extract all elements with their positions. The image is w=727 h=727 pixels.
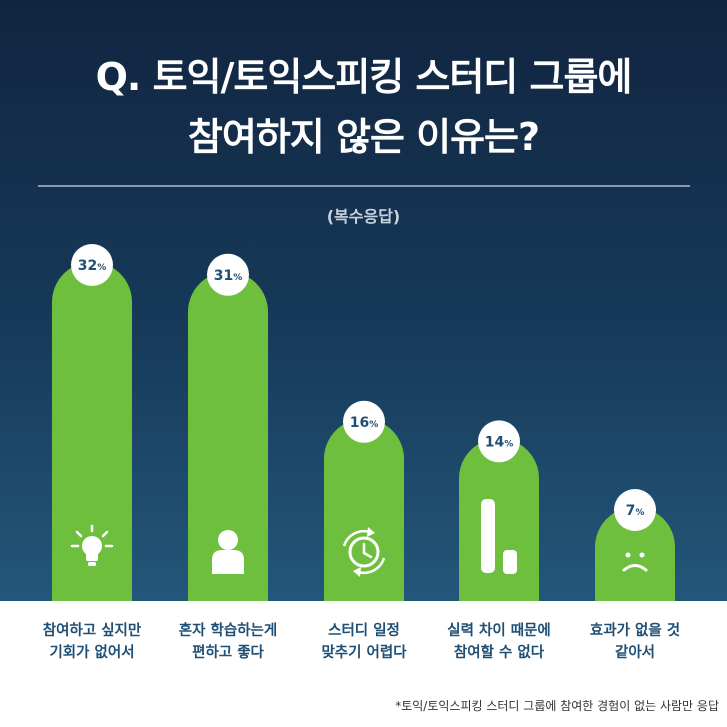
value-bubble <box>614 489 656 531</box>
bar-gap-icon <box>481 499 517 574</box>
category-label-line: 편하고 좋다 <box>192 645 264 661</box>
category-label-line: 참여하고 싶지만 <box>42 623 142 639</box>
value-label: 7% <box>626 503 645 519</box>
value-label: 31% <box>214 268 243 284</box>
category-label-line: 스터디 일정 <box>328 623 400 639</box>
bar <box>188 271 268 601</box>
title-divider <box>38 185 690 187</box>
chart-subtitle: (복수응답) <box>326 207 401 226</box>
category-label-line: 맞추기 어렵다 <box>321 645 407 661</box>
bar <box>324 418 404 601</box>
value-bubble <box>478 420 520 463</box>
chart-title-line1: Q. 토익/토익스피킹 스터디 그룹에 <box>95 55 633 99</box>
category-label-line: 실력 차이 때문에 <box>447 623 551 639</box>
bar <box>459 438 539 601</box>
value-bubble <box>343 400 385 443</box>
bar <box>52 262 132 601</box>
category-label-line: 효과가 없을 것 <box>589 623 681 639</box>
category-label-line: 기회가 없어서 <box>49 645 135 661</box>
category-label-line: 혼자 학습하는게 <box>178 623 278 639</box>
bar <box>595 507 675 601</box>
category-label-line: 같아서 <box>614 645 656 661</box>
category-label-line: 참여할 수 없다 <box>453 645 545 661</box>
lightbulb-icon <box>70 524 114 566</box>
value-label: 32% <box>78 258 107 274</box>
clock-refresh-icon <box>342 527 386 577</box>
value-bubble <box>71 244 113 286</box>
value-label: 16% <box>350 415 379 431</box>
sad-face-icon <box>622 552 648 572</box>
chart-title-line2: 참여하지 않은 이유는? <box>187 115 540 159</box>
value-label: 14% <box>485 434 514 450</box>
person-icon <box>212 530 244 574</box>
footnote: *토익/토익스피킹 스터디 그룹에 참여한 경험이 없는 사람만 응답 <box>395 699 719 713</box>
value-bubble <box>207 253 249 296</box>
